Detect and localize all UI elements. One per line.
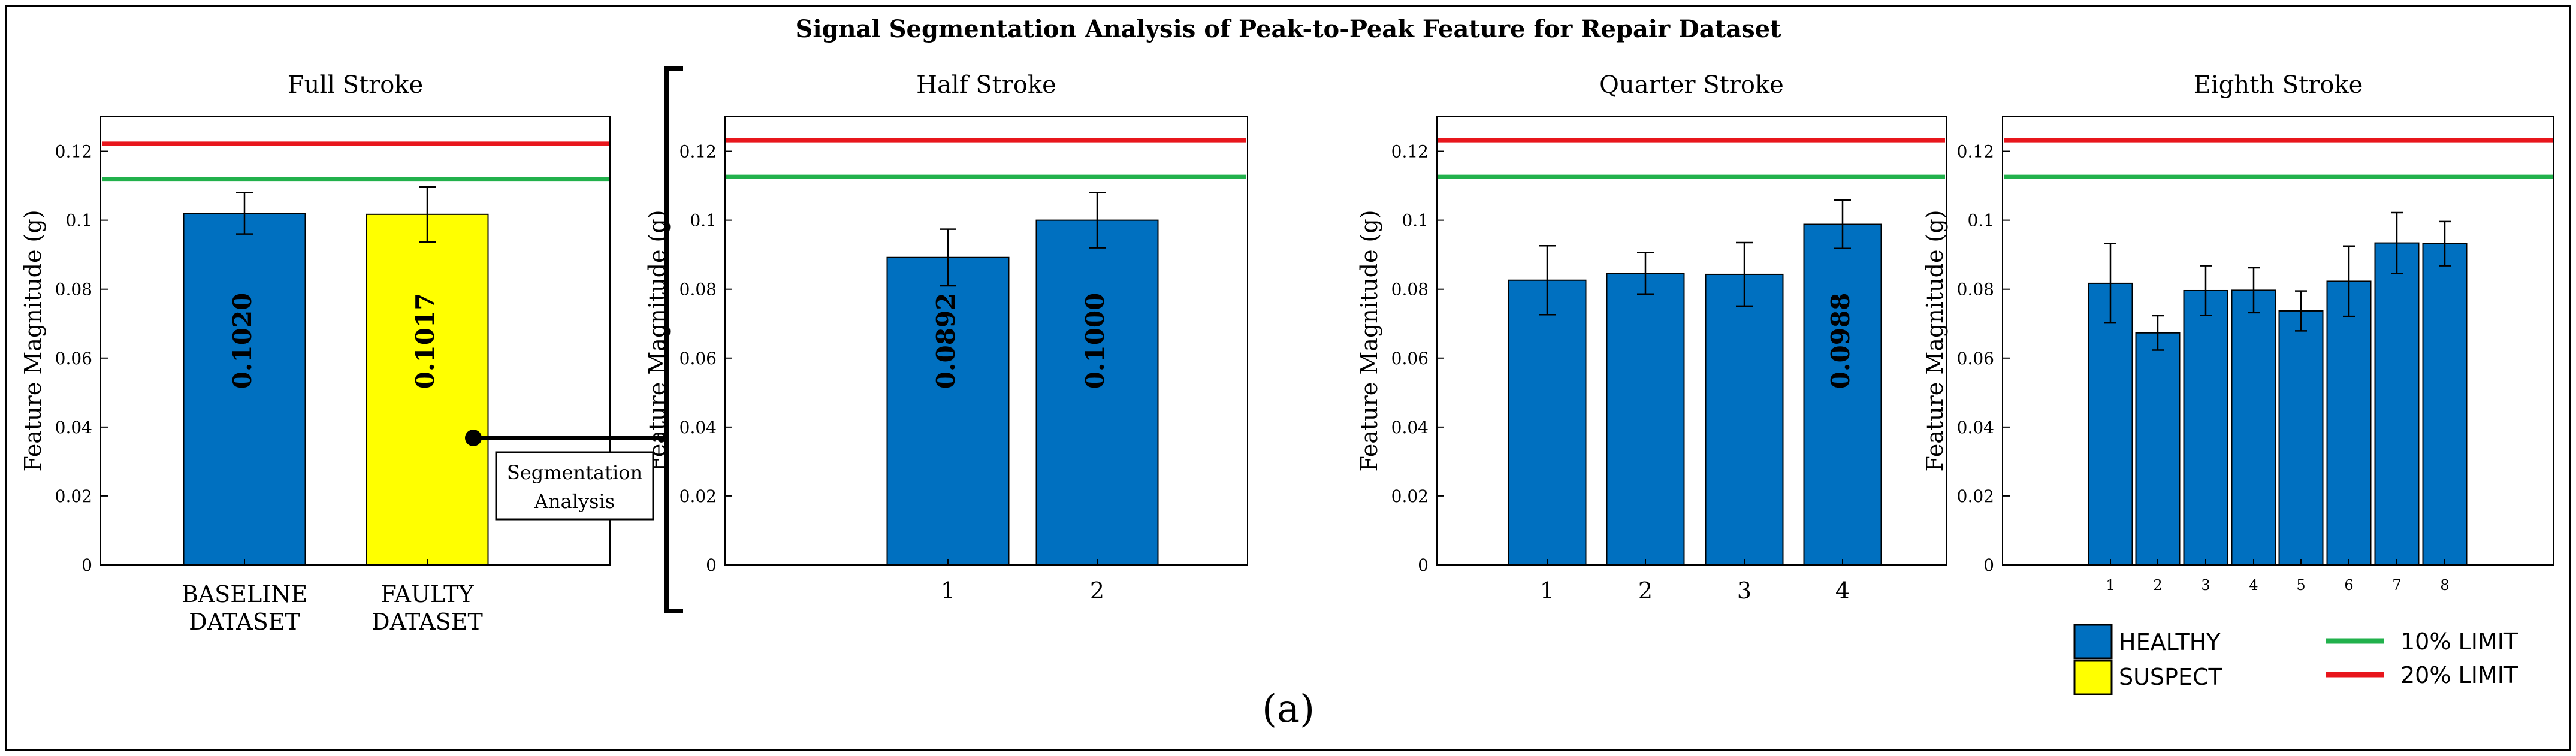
plot-frame bbox=[2002, 116, 2554, 566]
legend-healthy-label: HEALTHY bbox=[2119, 629, 2221, 655]
y-tick-label: 0 bbox=[81, 555, 92, 575]
callout-text-line1: Segmentation bbox=[507, 461, 642, 484]
y-tick-label: 0.02 bbox=[55, 486, 92, 506]
x-category-label: DATASET bbox=[189, 609, 300, 635]
bar bbox=[2374, 242, 2420, 566]
panel-title: Full Stroke bbox=[288, 71, 423, 99]
y-tick-label: 0.02 bbox=[1391, 486, 1429, 506]
y-tick-label: 0.1 bbox=[65, 211, 92, 231]
bar bbox=[886, 256, 1010, 566]
bar bbox=[1508, 279, 1587, 566]
y-tick-label: 0 bbox=[706, 555, 717, 575]
y-tick-label: 0.08 bbox=[1957, 280, 1994, 300]
legend-limit10-label: 10% LIMIT bbox=[2400, 628, 2518, 655]
y-tick-label: 0.04 bbox=[680, 418, 717, 437]
legend: HEALTHY SUSPECT 10% LIMIT 20% LIMIT bbox=[2073, 624, 2518, 695]
panel-title: Eighth Stroke bbox=[2194, 71, 2363, 99]
segmentation-connector bbox=[465, 430, 666, 446]
x-category-label: 8 bbox=[2440, 577, 2449, 594]
bar-value-label: 0.1017 bbox=[410, 293, 440, 389]
bar-value-label: 0.1020 bbox=[228, 293, 257, 389]
x-category-label: 2 bbox=[1090, 577, 1104, 604]
x-category-label: 6 bbox=[2344, 577, 2353, 594]
y-tick-label: 0.04 bbox=[1957, 418, 1994, 437]
figure-caption: (a) bbox=[1262, 687, 1315, 731]
y-tick-label: 0.06 bbox=[1391, 349, 1429, 368]
figure-title: Signal Segmentation Analysis of Peak-to-… bbox=[795, 15, 1781, 43]
segmentation-callout: Segmentation Analysis bbox=[495, 451, 654, 521]
legend-limit20-label: 20% LIMIT bbox=[2400, 662, 2518, 688]
y-tick-label: 0.06 bbox=[55, 349, 92, 368]
bar bbox=[1705, 273, 1784, 566]
y-tick-label: 0.08 bbox=[55, 280, 92, 300]
y-tick-label: 0.06 bbox=[1957, 349, 1994, 368]
bar bbox=[2135, 332, 2181, 566]
bar-value-label: 0.0988 bbox=[1826, 293, 1855, 389]
x-category-label: 5 bbox=[2296, 577, 2305, 594]
bar bbox=[2231, 289, 2276, 566]
bar bbox=[2278, 310, 2324, 566]
x-category-label: 7 bbox=[2392, 577, 2401, 594]
bar bbox=[2183, 289, 2228, 566]
bar bbox=[2326, 280, 2372, 566]
y-tick-label: 0.1 bbox=[1967, 211, 1994, 231]
x-category-label: 2 bbox=[2153, 577, 2162, 594]
y-tick-label: 0.08 bbox=[1391, 280, 1429, 300]
panel-1: Half Stroke00.020.040.060.080.10.12Featu… bbox=[644, 71, 1248, 604]
bar-value-label: 0.1000 bbox=[1080, 293, 1110, 389]
legend-suspect-label: SUSPECT bbox=[2119, 664, 2223, 690]
y-tick-label: 0.12 bbox=[1391, 142, 1429, 162]
y-axis-label: Feature Magnitude (g) bbox=[1922, 210, 1948, 471]
panel-3: Eighth Stroke 0 0.02 0.04 0.06 0.08 0.1 0.12 Fea… bbox=[1922, 71, 2554, 594]
y-tick-label: 0.12 bbox=[55, 142, 92, 162]
y-tick-label: 0.1 bbox=[690, 211, 717, 231]
y-axis-label: Feature Magnitude (g) bbox=[1356, 210, 1382, 471]
y-axis-label: Feature Magnitude (g) bbox=[20, 210, 46, 471]
x-category-label: BASELINE bbox=[182, 581, 307, 607]
legend-healthy-swatch bbox=[2073, 624, 2113, 660]
x-category-label: 1 bbox=[2106, 577, 2115, 594]
x-category-label: DATASET bbox=[372, 609, 483, 635]
segmentation-bracket bbox=[664, 66, 683, 613]
bar-value-label: 0.0892 bbox=[931, 293, 961, 389]
callout-text-line2: Analysis bbox=[534, 490, 615, 513]
x-category-label: FAULTY bbox=[380, 581, 474, 607]
y-tick-label: 0 bbox=[1983, 555, 1994, 575]
x-category-label: 1 bbox=[1540, 577, 1554, 604]
y-tick-label: 0.04 bbox=[55, 418, 92, 437]
bar bbox=[183, 213, 306, 566]
x-category-label: 2 bbox=[1638, 577, 1653, 604]
bar bbox=[2088, 282, 2133, 566]
bar bbox=[1606, 273, 1685, 566]
x-category-label: 4 bbox=[1835, 577, 1850, 604]
y-tick-label: 0.12 bbox=[680, 142, 717, 162]
callout-box bbox=[495, 451, 654, 521]
bar bbox=[1803, 223, 1882, 566]
y-tick-label: 0.08 bbox=[680, 280, 717, 300]
y-tick-label: 0.02 bbox=[680, 486, 717, 506]
panel-0: Full Stroke 0 0.02 0.04 0.06 0.08 0.1 0.12 Featu… bbox=[20, 71, 611, 635]
y-tick-label: 0.04 bbox=[1391, 418, 1429, 437]
y-tick-label: 0 bbox=[1418, 555, 1429, 575]
y-tick-label: 0.1 bbox=[1402, 211, 1429, 231]
bar bbox=[366, 213, 489, 566]
panel-2: Quarter Stroke 0 0.02 0.04 0.06 0.08 0.1 0.12 Fe… bbox=[1356, 71, 1947, 604]
panel-title: Half Stroke bbox=[916, 71, 1056, 99]
x-category-label: 1 bbox=[941, 577, 955, 604]
bar bbox=[2422, 243, 2468, 566]
x-category-label: 3 bbox=[2201, 577, 2210, 594]
legend-suspect-swatch bbox=[2073, 660, 2113, 695]
bar bbox=[1035, 219, 1159, 566]
x-category-label: 4 bbox=[2249, 577, 2258, 594]
y-tick-label: 0.06 bbox=[680, 349, 717, 368]
x-category-label: 3 bbox=[1737, 577, 1751, 604]
panel-title: Quarter Stroke bbox=[1599, 71, 1784, 99]
y-tick-label: 0.02 bbox=[1957, 486, 1994, 506]
y-tick-label: 0.12 bbox=[1957, 142, 1994, 162]
